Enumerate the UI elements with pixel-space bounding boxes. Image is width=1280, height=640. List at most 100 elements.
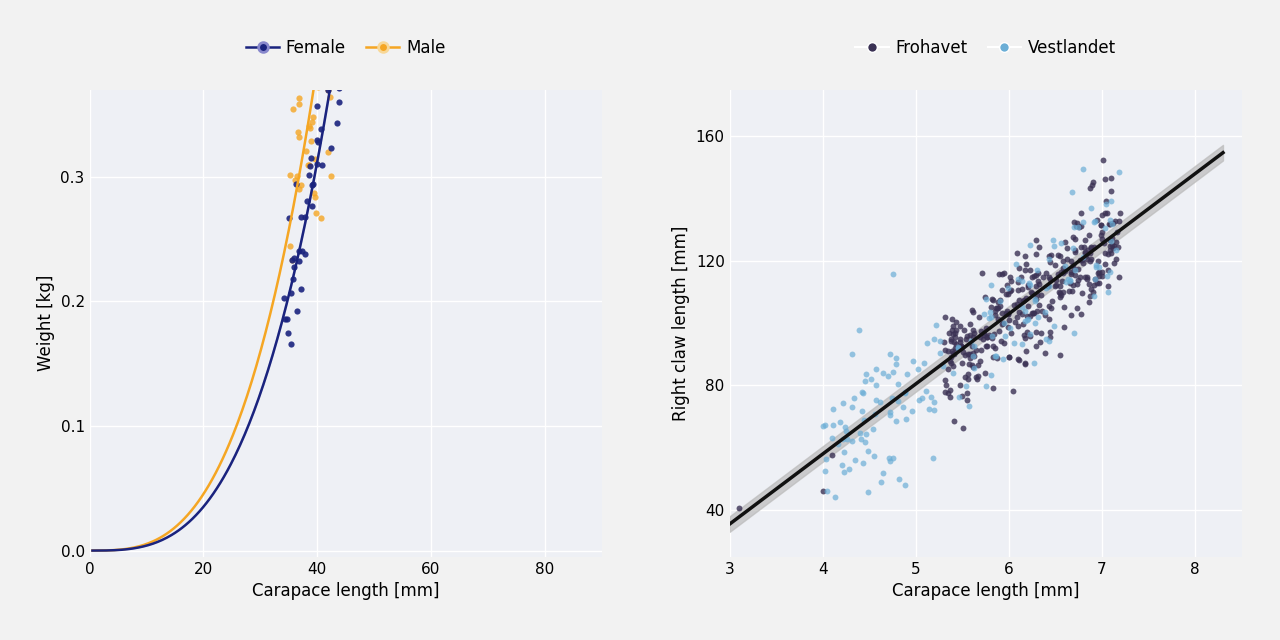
Y-axis label: Weight [kg]: Weight [kg] [37, 275, 55, 371]
Point [1084, 216, 1105, 227]
Point [934, 375, 955, 385]
Point [852, 388, 873, 398]
Point [956, 334, 977, 344]
Point [913, 393, 933, 403]
Point [1028, 312, 1048, 322]
Point [1007, 285, 1028, 296]
Point [1029, 279, 1050, 289]
Point [1071, 221, 1092, 231]
Point [1011, 272, 1032, 282]
Point [1014, 296, 1034, 307]
Point [1062, 260, 1083, 270]
Point [815, 454, 836, 464]
Point [287, 305, 307, 316]
Point [1073, 252, 1093, 262]
Point [963, 332, 983, 342]
Point [963, 348, 983, 358]
Point [1055, 236, 1075, 246]
Point [1064, 280, 1084, 290]
Point [901, 406, 922, 416]
Point [1102, 240, 1123, 250]
Point [1060, 276, 1080, 286]
Point [978, 313, 998, 323]
Point [947, 342, 968, 353]
Point [1015, 264, 1036, 275]
Point [1027, 280, 1047, 291]
Point [988, 303, 1009, 313]
Point [924, 397, 945, 407]
Point [965, 345, 986, 355]
Point [979, 330, 1000, 340]
Point [957, 395, 978, 405]
Point [1097, 271, 1117, 282]
Point [1048, 268, 1069, 278]
Point [964, 362, 984, 372]
Point [1048, 287, 1069, 297]
Point [1056, 276, 1076, 287]
Point [860, 374, 881, 384]
Point [302, 179, 323, 189]
Point [321, 143, 342, 153]
Point [1004, 338, 1024, 348]
Point [300, 161, 320, 171]
Point [1094, 248, 1115, 258]
Point [1015, 259, 1036, 269]
Point [1096, 198, 1116, 209]
Point [301, 136, 321, 146]
Point [1092, 271, 1112, 281]
Point [1011, 301, 1032, 312]
Point [1083, 242, 1103, 252]
Point [922, 392, 942, 402]
Point [1061, 286, 1082, 296]
Point [925, 320, 946, 330]
Point [1039, 301, 1060, 311]
Point [1039, 254, 1060, 264]
Point [312, 159, 333, 170]
Point [1092, 268, 1112, 278]
Point [308, 60, 329, 70]
Point [1093, 155, 1114, 165]
Point [1018, 301, 1038, 311]
Point [1016, 346, 1037, 356]
Point [1080, 256, 1101, 266]
Point [328, 118, 348, 128]
Point [1007, 321, 1028, 331]
Point [936, 380, 956, 390]
Point [1069, 272, 1089, 282]
Point [1085, 262, 1106, 272]
Point [328, 44, 348, 54]
Point [298, 159, 319, 170]
Point [951, 341, 972, 351]
Point [317, 54, 338, 65]
Point [974, 292, 995, 302]
Point [315, 67, 335, 77]
Point [321, 2, 342, 12]
Point [992, 353, 1012, 364]
Point [838, 464, 859, 474]
Point [945, 343, 965, 353]
Point [1011, 284, 1032, 294]
Point [1071, 255, 1092, 265]
Point [1018, 282, 1038, 292]
Point [1055, 266, 1075, 276]
Point [934, 387, 955, 397]
Point [863, 424, 883, 434]
Point [1005, 317, 1025, 327]
Point [977, 332, 997, 342]
Point [1080, 241, 1101, 252]
Point [291, 80, 311, 90]
Point [315, 5, 335, 15]
Point [964, 363, 984, 373]
Point [289, 93, 310, 104]
Point [975, 341, 996, 351]
Point [1074, 246, 1094, 257]
Point [297, 196, 317, 206]
Point [957, 374, 978, 384]
Point [997, 322, 1018, 332]
Point [1051, 237, 1071, 248]
Point [952, 422, 973, 433]
Point [1085, 259, 1106, 269]
Point [1060, 278, 1080, 288]
Point [954, 324, 974, 335]
Point [1041, 250, 1061, 260]
